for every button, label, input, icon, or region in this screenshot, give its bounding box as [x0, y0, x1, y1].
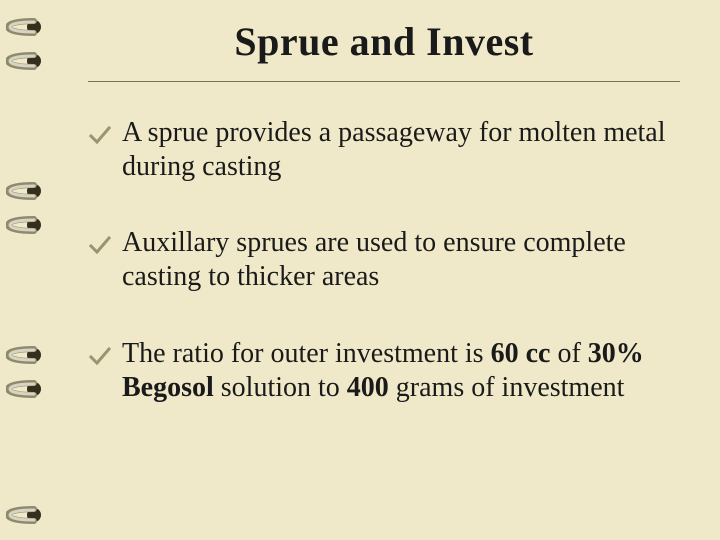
checkmark-icon — [88, 343, 112, 367]
slide-title: Sprue and Invest — [88, 18, 680, 65]
bullet-text: A sprue provides a passageway for molten… — [122, 117, 666, 182]
binder-ring — [6, 46, 42, 76]
binder-ring — [6, 12, 42, 42]
bullet-list: A sprue provides a passageway for molten… — [88, 116, 680, 405]
bullet-text: The ratio for outer investment is 60 cc … — [122, 338, 644, 403]
checkmark-icon — [88, 122, 112, 146]
binder-ring — [6, 340, 42, 370]
checkmark-icon — [88, 232, 112, 256]
binder-ring — [6, 176, 42, 206]
bullet-text: Auxillary sprues are used to ensure comp… — [122, 227, 626, 292]
binder-ring — [6, 500, 42, 530]
slide-content: Sprue and Invest A sprue provides a pass… — [58, 0, 710, 540]
binder-ring — [6, 210, 42, 240]
bullet-item: Auxillary sprues are used to ensure comp… — [88, 226, 680, 294]
bullet-item: A sprue provides a passageway for molten… — [88, 116, 680, 184]
bullet-item: The ratio for outer investment is 60 cc … — [88, 337, 680, 405]
spiral-binder — [0, 0, 48, 540]
title-rule — [88, 81, 680, 82]
binder-ring — [6, 374, 42, 404]
